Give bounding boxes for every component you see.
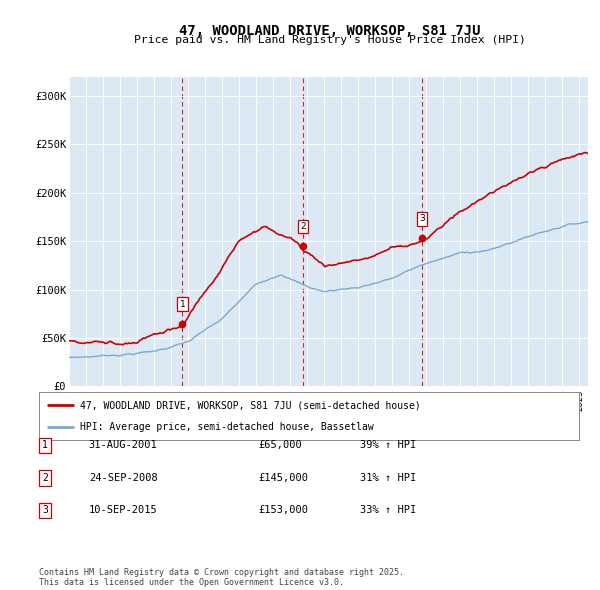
Text: £153,000: £153,000 [258,506,308,515]
Text: HPI: Average price, semi-detached house, Bassetlaw: HPI: Average price, semi-detached house,… [79,422,373,432]
Text: 10-SEP-2015: 10-SEP-2015 [89,506,158,515]
Text: 39% ↑ HPI: 39% ↑ HPI [360,441,416,450]
Text: 24-SEP-2008: 24-SEP-2008 [89,473,158,483]
Text: 1: 1 [42,441,48,450]
Text: £65,000: £65,000 [258,441,302,450]
Text: Price paid vs. HM Land Registry's House Price Index (HPI): Price paid vs. HM Land Registry's House … [134,35,526,45]
Text: £145,000: £145,000 [258,473,308,483]
Text: 47, WOODLAND DRIVE, WORKSOP, S81 7JU: 47, WOODLAND DRIVE, WORKSOP, S81 7JU [179,24,481,38]
Text: 31% ↑ HPI: 31% ↑ HPI [360,473,416,483]
Text: 3: 3 [419,215,425,224]
Text: 1: 1 [179,300,185,309]
Text: 2: 2 [300,222,306,231]
Text: 33% ↑ HPI: 33% ↑ HPI [360,506,416,515]
Text: 2: 2 [42,473,48,483]
Text: 31-AUG-2001: 31-AUG-2001 [89,441,158,450]
Text: Contains HM Land Registry data © Crown copyright and database right 2025.
This d: Contains HM Land Registry data © Crown c… [39,568,404,587]
Text: 47, WOODLAND DRIVE, WORKSOP, S81 7JU (semi-detached house): 47, WOODLAND DRIVE, WORKSOP, S81 7JU (se… [79,400,420,410]
Text: 3: 3 [42,506,48,515]
